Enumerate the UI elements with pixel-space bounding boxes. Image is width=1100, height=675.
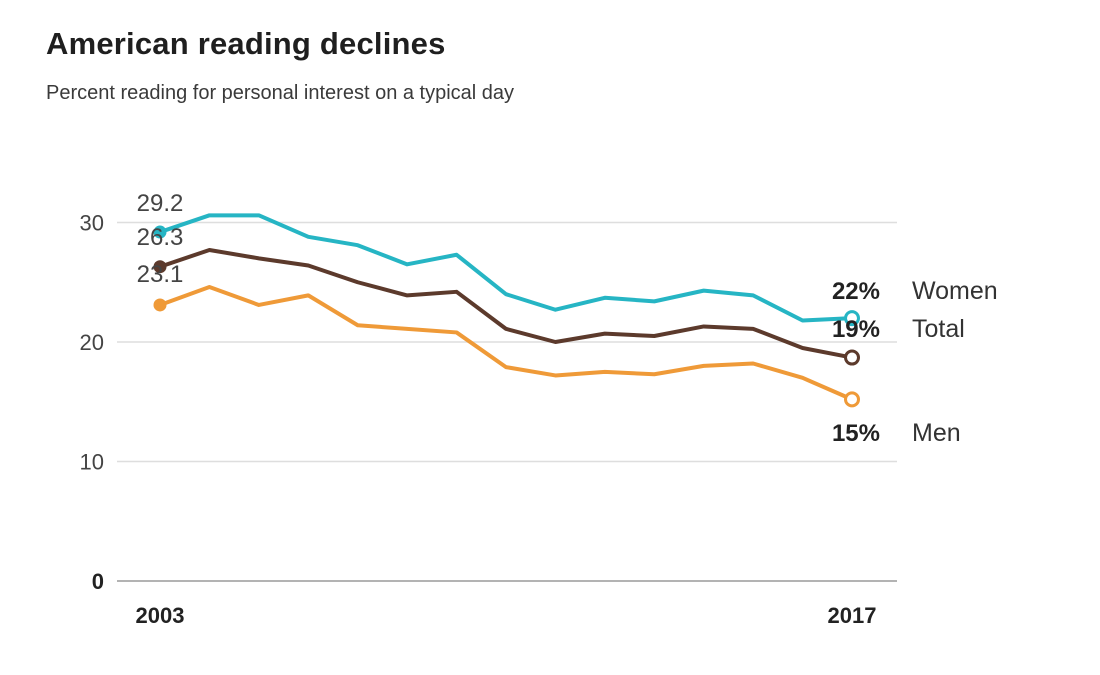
end-point-women [844,310,860,327]
y-tick-label: 20 [80,330,104,355]
end-point-men [844,391,860,408]
end-point-total [844,349,860,366]
y-tick-label: 0 [92,569,104,594]
series-line-women [158,213,854,323]
end-value-label-total: 19% [832,316,880,343]
series-lines [153,213,860,408]
series-line-men [158,285,854,402]
start-point-women [153,225,167,239]
chart-title: American reading declines [46,26,446,61]
series-name-men: Men [912,419,961,447]
series-name-total: Total [912,315,965,343]
start-value-label-women: 29.2 [137,190,184,217]
x-tick-label: 2017 [828,603,877,628]
start-point-total [153,260,167,274]
chart-subtitle: Percent reading for personal interest on… [46,82,515,104]
series-labels: 29.2 26.3 23.1 22% Women 19% Total 15% Men [137,190,998,447]
end-value-label-women: 22% [832,278,880,305]
y-tick-label: 30 [80,211,104,236]
end-value-label-men: 15% [832,420,880,447]
series-name-women: Women [912,277,998,305]
series-line-total [158,247,854,360]
start-point-men [153,298,167,312]
x-axis-ticks: 2003 2017 [136,603,877,628]
x-tick-label: 2003 [136,603,185,628]
gridlines [117,221,897,582]
y-tick-label: 10 [80,450,104,475]
start-value-label-total: 26.3 [137,224,184,251]
y-axis-ticks: 0 10 20 30 [80,211,104,595]
start-value-label-men: 23.1 [137,261,184,288]
